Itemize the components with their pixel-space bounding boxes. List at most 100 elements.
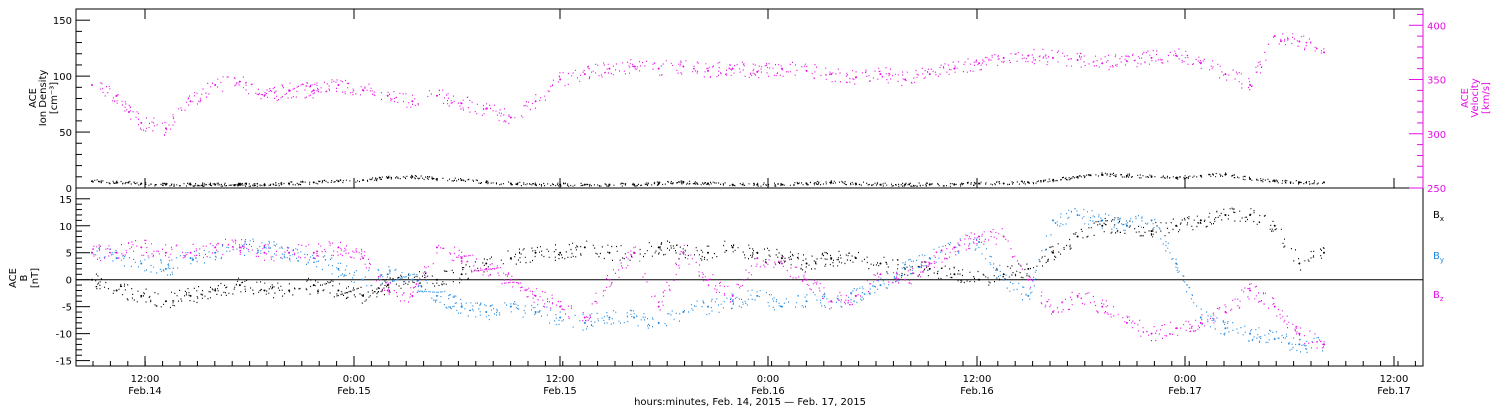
velocity-series xyxy=(91,33,1325,136)
ion-density-point xyxy=(1249,178,1252,181)
bottom-left-tick-label: -10 xyxy=(56,330,72,341)
bz-point xyxy=(756,257,759,260)
by-point xyxy=(386,273,389,276)
legend-bx: Bx xyxy=(1433,210,1444,223)
by-point xyxy=(805,300,808,303)
bx-point xyxy=(953,273,956,276)
top-left-axis-title-line2: Ion Density xyxy=(38,70,49,127)
bx-point xyxy=(1101,224,1104,227)
bz-point xyxy=(633,251,636,254)
bx-point xyxy=(386,284,389,287)
bottom-left-axis-title-line2: B xyxy=(19,274,30,281)
time-tick-label: 0:00 xyxy=(1174,374,1196,385)
bx-point xyxy=(805,262,808,265)
ion-density-point xyxy=(904,183,907,186)
bx-point xyxy=(263,289,266,292)
by-point xyxy=(780,305,783,308)
by-point xyxy=(1199,316,1202,319)
by-point xyxy=(189,257,192,260)
date-tick-label: Feb.16 xyxy=(960,386,994,397)
by-series xyxy=(91,208,1325,354)
velocity-point xyxy=(1298,40,1301,43)
bx-point xyxy=(485,262,488,265)
by-point xyxy=(1027,294,1030,297)
by-point xyxy=(337,267,340,270)
bz-point xyxy=(91,251,93,254)
bottom-panel-frame xyxy=(75,187,1424,367)
top-panel-left-axis-ticks: 0 50 100 150 xyxy=(53,16,90,195)
by-scatter-cloud xyxy=(93,208,1324,354)
bx-point xyxy=(879,262,882,265)
bz-point xyxy=(978,235,981,238)
bz-point xyxy=(460,257,463,260)
ion-density-point xyxy=(756,183,759,186)
time-tick-label: 12:00 xyxy=(1380,374,1409,385)
bz-point xyxy=(288,251,291,254)
bz-point xyxy=(435,246,438,249)
top-left-tick-label: 100 xyxy=(53,72,72,83)
velocity-point xyxy=(1002,56,1005,59)
bottom-left-axis-title: ACE B [nT] xyxy=(8,268,41,288)
top-panel-right-axis-ticks: 250 300 350 400 xyxy=(1409,9,1446,195)
velocity-point xyxy=(559,78,562,81)
date-tick-label: Feb.17 xyxy=(1377,386,1411,397)
date-tick-label: Feb.16 xyxy=(751,386,785,397)
bx-point xyxy=(164,300,167,303)
b-component-legend: Bx By Bz xyxy=(1433,210,1444,303)
velocity-point xyxy=(756,70,759,73)
velocity-point xyxy=(805,69,808,72)
by-point xyxy=(435,294,438,297)
time-axis-ticks: 12:00Feb.140:00Feb.1512:00Feb.150:00Feb.… xyxy=(92,9,1416,397)
by-point xyxy=(707,305,709,308)
time-tick-label: 12:00 xyxy=(131,374,160,385)
bx-point xyxy=(583,246,586,249)
velocity-point xyxy=(657,67,660,70)
velocity-point xyxy=(1273,35,1276,38)
bz-point xyxy=(805,278,808,281)
velocity-point xyxy=(608,67,611,70)
bz-series xyxy=(91,228,1325,349)
bx-point xyxy=(1273,224,1276,227)
bz-point xyxy=(559,305,562,308)
bx-point xyxy=(238,284,241,287)
top-left-axis-title-line3: [cm⁻³] xyxy=(49,82,60,114)
bottom-left-axis-title-line3: [nT] xyxy=(30,268,41,288)
bx-point xyxy=(1323,251,1325,254)
by-point xyxy=(559,316,562,319)
bz-point xyxy=(1125,321,1128,324)
bottom-panel-left-axis-ticks: -15 -10 -5 0 5 10 15 xyxy=(56,195,90,368)
velocity-point xyxy=(386,94,389,97)
bz-point xyxy=(1027,278,1030,281)
velocity-point xyxy=(214,83,217,86)
ion-density-point xyxy=(1199,174,1202,177)
by-point xyxy=(1076,213,1079,216)
date-tick-label: Feb.14 xyxy=(128,386,162,397)
bx-point xyxy=(731,246,734,249)
by-point xyxy=(756,294,759,297)
velocity-point xyxy=(337,83,340,86)
top-panel-frame xyxy=(75,8,1424,189)
bx-point xyxy=(362,294,365,297)
top-left-axis-title: ACE Ion Density [cm⁻³] xyxy=(28,70,60,127)
bz-point xyxy=(780,262,783,265)
bz-scatter-cloud xyxy=(92,228,1325,349)
time-tick-label: 0:00 xyxy=(343,374,365,385)
ion-density-point xyxy=(164,183,167,186)
top-left-axis-title-line1: ACE xyxy=(28,88,39,108)
by-point xyxy=(140,262,143,265)
by-point xyxy=(263,246,266,249)
bz-point xyxy=(707,278,709,281)
bz-point xyxy=(1002,235,1005,238)
bx-point xyxy=(435,278,438,281)
bx-point xyxy=(1298,262,1301,265)
ion-density-scatter-cloud xyxy=(92,172,1323,187)
velocity-point xyxy=(707,69,709,72)
bz-point xyxy=(386,289,389,292)
by-point xyxy=(214,251,217,254)
bx-point xyxy=(780,257,783,260)
velocity-point xyxy=(140,121,143,124)
velocity-point xyxy=(1224,73,1227,76)
top-right-axis-title: ACE Velocity [km/s] xyxy=(1460,78,1492,117)
bz-point xyxy=(1199,321,1202,324)
velocity-point xyxy=(189,100,192,103)
